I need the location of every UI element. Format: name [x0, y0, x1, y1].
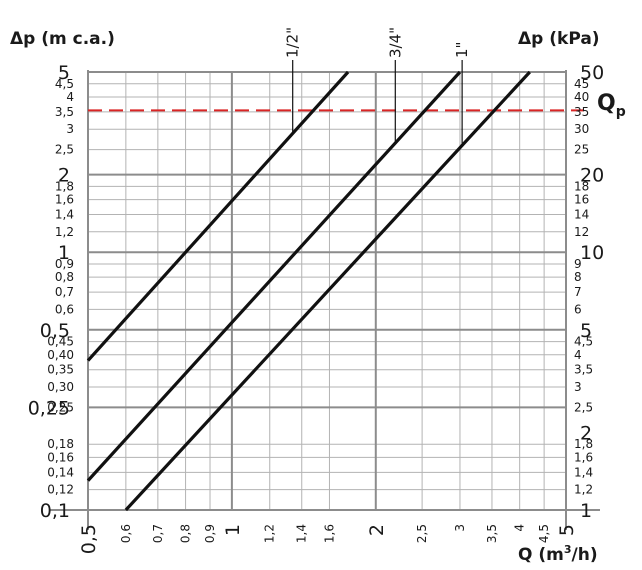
y-right-tick-label-major: 50: [580, 62, 604, 84]
x-tick-label-minor: 3: [453, 524, 467, 532]
y-left-tick-label-minor: 1,4: [55, 208, 74, 222]
y-left-tick-label-major: 0,25: [28, 397, 70, 419]
x-tick-label-minor: 0,7: [151, 524, 165, 543]
series-lines: 1/2" 3/4" 1": [86, 27, 531, 512]
y-right-tick-label-minor: 12: [574, 225, 589, 239]
tick-labels: 0,5 1 2 50,6 0,7 0,8 0,9 1,2 1,4 1,6 2,5 3 3,5 4 4,552…: [28, 62, 605, 554]
x-tick-label-minor: 1,4: [295, 524, 309, 543]
y-right-tick-label-minor: 2,5: [574, 400, 593, 414]
x-tick-label-minor: 3,5: [485, 524, 499, 543]
y-left-tick-label-minor: 3,5: [55, 105, 74, 119]
y-right-tick-label-minor: 45: [574, 77, 589, 91]
series-line: [86, 70, 350, 362]
y-right-tick-label-minor: 4,5: [574, 335, 593, 349]
y-right-tick-label-major: 20: [580, 165, 604, 187]
y-right-tick-label-major: 10: [580, 242, 604, 264]
y-left-tick-label-minor: 0,8: [55, 270, 74, 284]
y-right-tick-label-minor: 8: [574, 270, 582, 284]
x-tick-label-minor: 1,2: [263, 524, 277, 543]
y-right-tick-label-minor: 7: [574, 285, 582, 299]
y-right-tick-label-minor: 30: [574, 122, 589, 136]
series-label: 1/2": [284, 27, 302, 58]
qp-label: Qp: [597, 91, 626, 120]
y-right-tick-label-minor: 1,2: [574, 483, 593, 497]
y-right-tick-label-minor: 16: [574, 193, 589, 207]
y-right-tick-label-minor: 35: [574, 105, 589, 119]
y-left-tick-label-major: 1: [58, 242, 70, 264]
x-tick-label-minor: 4: [513, 524, 527, 532]
y-left-tick-label-minor: 0,18: [47, 437, 74, 451]
y-left-tick-label-minor: 1,2: [55, 225, 74, 239]
x-tick-label-minor: 2,5: [415, 524, 429, 543]
y-left-tick-label-major: 0,1: [40, 500, 70, 522]
qp-label-main: Q: [597, 91, 616, 116]
qp-label-sub: p: [616, 104, 626, 120]
x-tick-label-minor: 0,8: [179, 524, 193, 543]
y-right-tick-label-minor: 1,4: [574, 465, 593, 479]
y-right-tick-label-minor: 25: [574, 143, 589, 157]
x-axis-title-end: /h): [572, 545, 598, 565]
x-tick-label-major: 2: [366, 524, 388, 536]
y-left-tick-label-minor: 0,25: [47, 400, 74, 414]
series-line: [86, 70, 462, 482]
y-left-tick-label-major: 2: [58, 165, 70, 187]
y-left-tick-label-minor: 1,6: [55, 193, 74, 207]
y-left-tick-label-minor: 0,14: [47, 465, 74, 479]
y-right-tick-label-minor: 14: [574, 208, 589, 222]
y-left-tick-label-minor: 0,9: [55, 257, 74, 271]
x-axis-title-sup: 3: [564, 543, 572, 556]
x-tick-label-minor: 0,9: [203, 524, 217, 543]
y-right-tick-label-major: 5: [580, 320, 592, 342]
x-tick-label-major: 0,5: [78, 524, 100, 554]
y-left-tick-label-minor: 0,7: [55, 285, 74, 299]
y-right-tick-label-minor: 18: [574, 179, 589, 193]
y-left-tick-label-minor: 0,6: [55, 302, 74, 316]
series-label: 1": [453, 42, 471, 58]
x-tick-label-minor: 1,6: [322, 524, 336, 543]
y-left-tick-label-major: 0,5: [40, 320, 70, 342]
plot-frame: [50, 70, 600, 530]
y-left-tick-label-minor: 0,12: [47, 483, 74, 497]
y-right-tick-label-minor: 40: [574, 90, 589, 104]
y-right-tick-label-minor: 9: [574, 257, 582, 271]
x-axis-title-main: Q (m: [518, 545, 564, 565]
y-left-tick-label-minor: 0,35: [47, 363, 74, 377]
y-axis-right-title: Δp (kPa): [518, 29, 600, 49]
y-left-tick-label-minor: 0,30: [47, 380, 74, 394]
y-left-tick-label-minor: 4: [66, 90, 74, 104]
y-left-tick-label-minor: 0,40: [47, 348, 74, 362]
y-left-tick-label-major: 5: [58, 62, 70, 84]
y-right-tick-label-minor: 3: [574, 380, 582, 394]
y-right-tick-label-minor: 3,5: [574, 363, 593, 377]
y-left-tick-label-minor: 3: [66, 122, 74, 136]
y-left-tick-label-minor: 0,16: [47, 450, 74, 464]
x-axis-title: Q (m3/h): [518, 543, 598, 565]
y-right-tick-label-minor: 1,6: [574, 450, 593, 464]
x-tick-label-major: 5: [556, 524, 578, 536]
y-left-tick-label-minor: 1,8: [55, 179, 74, 193]
y-right-tick-label-minor: 4: [574, 348, 582, 362]
y-left-tick-label-minor: 2,5: [55, 143, 74, 157]
y-left-tick-label-minor: 4,5: [55, 77, 74, 91]
y-axis-left-title: Δp (m c.a.): [10, 29, 115, 49]
x-tick-label-minor: 0,6: [119, 524, 133, 543]
x-tick-label-minor: 4,5: [537, 524, 551, 543]
series-label: 3/4": [386, 27, 404, 58]
y-right-tick-label-major: 1: [580, 500, 592, 522]
y-right-tick-label-major: 2: [580, 422, 592, 444]
y-right-tick-label-minor: 6: [574, 302, 582, 316]
y-left-tick-label-minor: 0,45: [47, 335, 74, 349]
y-right-tick-label-minor: 1,8: [574, 437, 593, 451]
x-tick-label-major: 1: [222, 524, 244, 536]
